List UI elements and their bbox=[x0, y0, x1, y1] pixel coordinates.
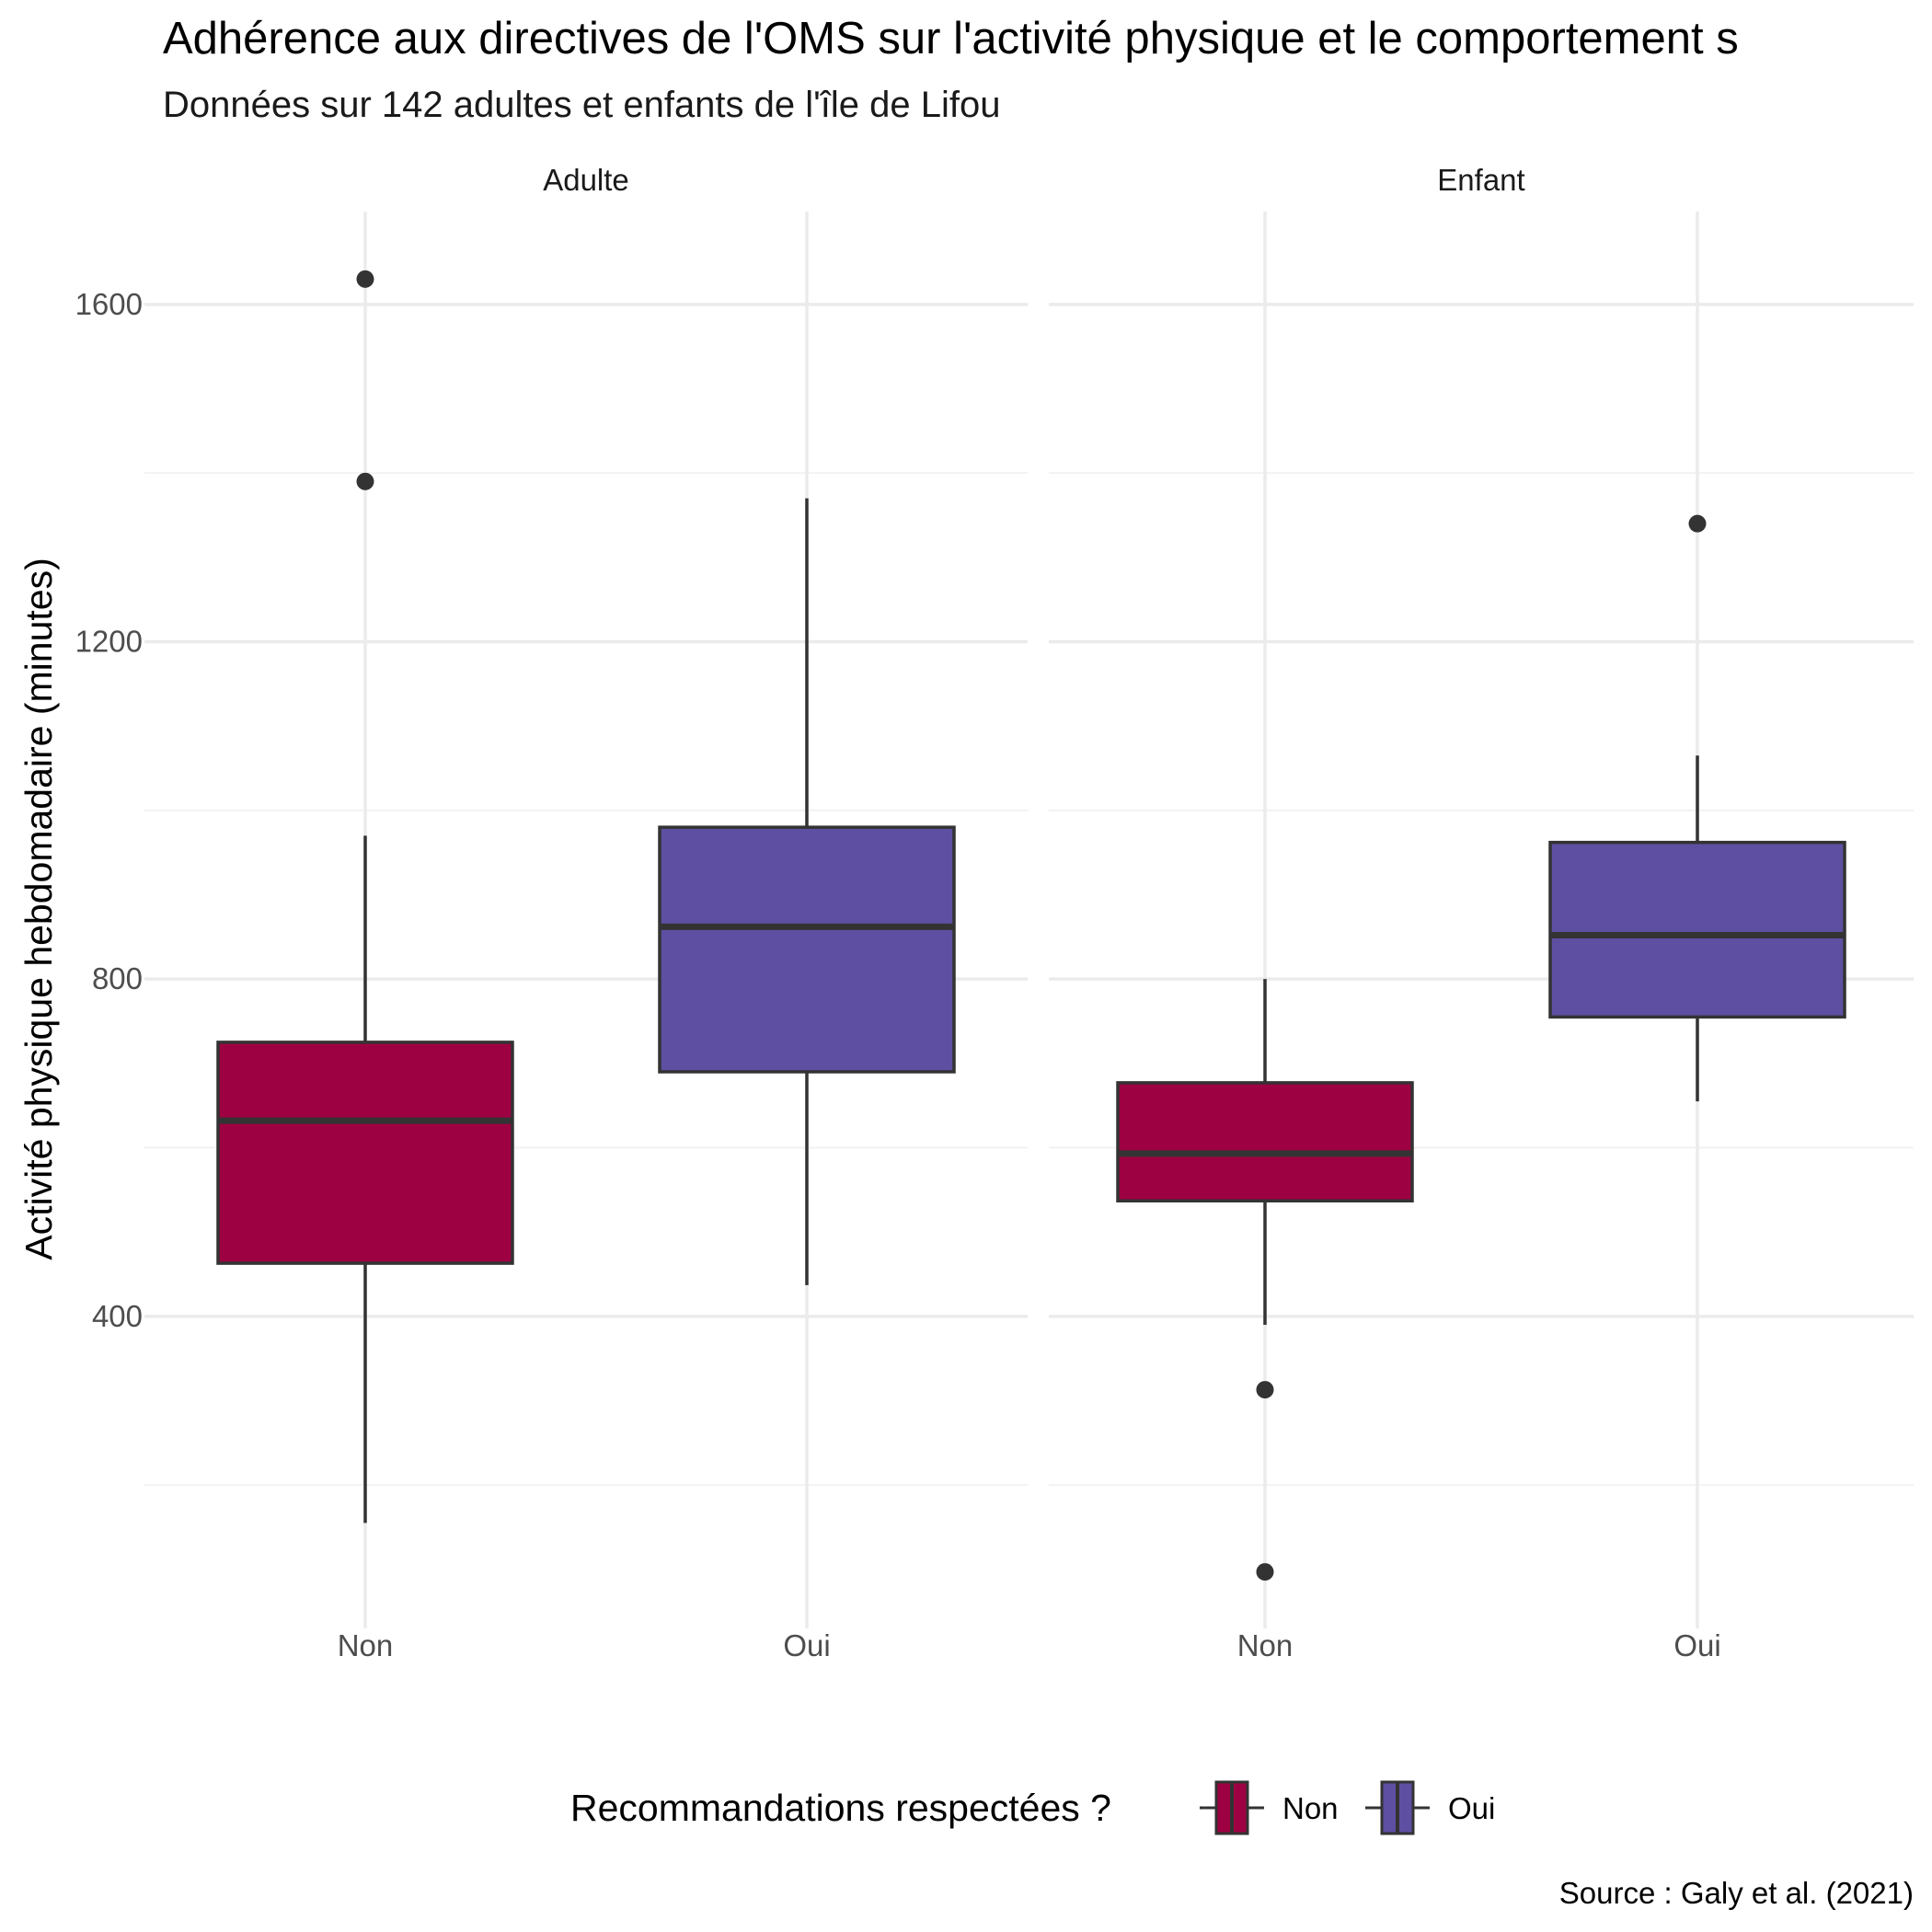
y-tick-label: 1200 bbox=[75, 625, 143, 659]
box-non bbox=[216, 270, 514, 1524]
facet-boxes bbox=[1116, 514, 1846, 1581]
legend-label: Non bbox=[1282, 1791, 1339, 1825]
facet-boxes bbox=[216, 270, 956, 1524]
facet-strip-label: Enfant bbox=[1437, 163, 1524, 197]
facet-strip-label: Adulte bbox=[543, 163, 629, 197]
x-tick-label: Oui bbox=[1673, 1628, 1720, 1662]
y-axis-label: Activité physique hebdomadaire (minutes) bbox=[17, 558, 60, 1259]
outlier-point bbox=[356, 472, 374, 490]
box-oui bbox=[658, 498, 956, 1285]
y-tick-label: 400 bbox=[92, 1299, 143, 1333]
chart-caption: Source : Galy et al. (2021) bbox=[1559, 1876, 1914, 1910]
outlier-point bbox=[1256, 1381, 1274, 1399]
box-iqr bbox=[1116, 1081, 1414, 1202]
legend-label: Oui bbox=[1448, 1791, 1495, 1825]
box-iqr bbox=[1548, 840, 1846, 1019]
legend: Recommandations respectées ? Non Oui bbox=[570, 1780, 1495, 1835]
legend-key-non: Non bbox=[1200, 1780, 1339, 1835]
box-iqr bbox=[216, 1041, 514, 1265]
outlier-point bbox=[356, 270, 374, 288]
legend-key-oui: Oui bbox=[1365, 1780, 1495, 1835]
box-oui bbox=[1548, 514, 1846, 1102]
chart-title: Adhérence aux directives de l'OMS sur l'… bbox=[163, 14, 1739, 63]
x-tick-label: Non bbox=[1237, 1628, 1294, 1662]
legend-title: Recommandations respectées ? bbox=[570, 1787, 1111, 1829]
x-tick-label: Oui bbox=[783, 1628, 830, 1662]
y-tick-label: 1600 bbox=[75, 287, 143, 321]
box-non bbox=[1116, 979, 1414, 1581]
x-tick-label: Non bbox=[338, 1628, 394, 1662]
facet-panel-adulte: Adulte bbox=[144, 163, 1028, 1628]
box-iqr bbox=[658, 825, 956, 1074]
outlier-point bbox=[1256, 1563, 1274, 1581]
x-axis-ticks: Non Oui Non Oui bbox=[338, 1628, 1721, 1662]
y-tick-label: 800 bbox=[92, 961, 143, 995]
facet-panel-enfant: Enfant bbox=[1049, 163, 1914, 1628]
y-axis-ticks: 400 800 1200 1600 bbox=[75, 287, 143, 1333]
outlier-point bbox=[1688, 514, 1707, 533]
chart-subtitle: Données sur 142 adultes et enfants de l'… bbox=[163, 85, 1001, 125]
